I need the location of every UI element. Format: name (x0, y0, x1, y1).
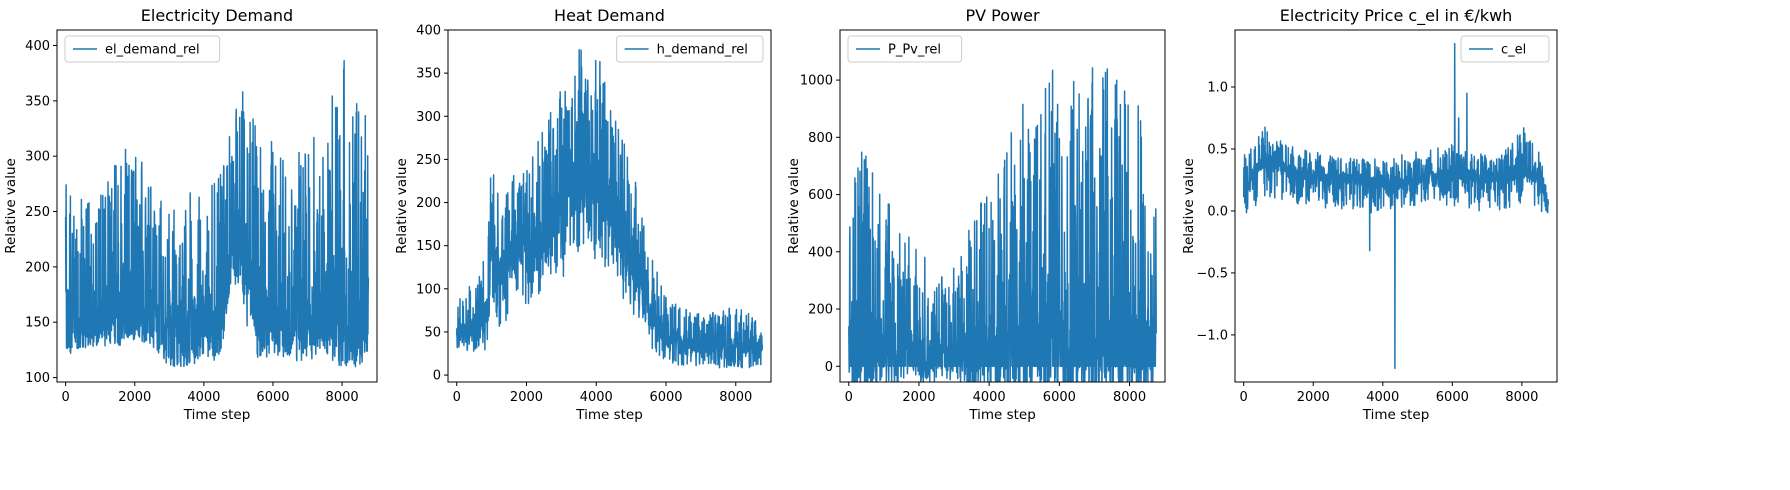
x-tick-label: 8000 (326, 390, 359, 405)
series-line-c_el (1242, 42, 1550, 370)
x-tick-label: 0 (61, 390, 69, 405)
legend-label: P_Pv_rel (888, 43, 941, 58)
y-tick-label: 1.0 (1207, 81, 1228, 96)
x-tick-label: 2000 (118, 390, 151, 405)
y-tick-label: 0.0 (1207, 204, 1228, 219)
y-tick-label: −1.0 (1196, 328, 1228, 343)
x-tick-label: 8000 (719, 390, 752, 405)
y-tick-label: 400 (25, 39, 50, 54)
y-tick-label: 250 (416, 153, 441, 168)
x-tick-label: 4000 (580, 390, 613, 405)
legend: h_demand_rel (616, 35, 764, 63)
x-axis-label: Time step (183, 407, 251, 423)
x-tick-label: 4000 (187, 390, 220, 405)
legend-box (616, 35, 764, 63)
x-axis-label: Time step (575, 407, 643, 423)
y-tick-label: 350 (416, 67, 441, 82)
legend: P_Pv_rel (847, 35, 963, 63)
legend-label: h_demand_rel (657, 43, 748, 58)
x-tick-label: 2000 (510, 390, 543, 405)
series-line-el_demand_rel (64, 59, 370, 368)
y-tick-label: −0.5 (1196, 266, 1228, 281)
y-axis-label: Relative value (3, 158, 19, 254)
series-line-P_Pv_rel (848, 67, 1157, 382)
chart-panel-4: c_el 0 2000 4000 6000 8000 −1.0 −0.5 0.0 0.5 1.0 El… (1181, 6, 1558, 423)
y-tick-label: 600 (808, 188, 833, 203)
y-tick-label: 150 (416, 239, 441, 254)
x-tick-label: 6000 (1043, 390, 1076, 405)
plot-frame (56, 29, 378, 383)
x-tick-label: 0 (1240, 390, 1248, 405)
y-tick-label: 400 (416, 24, 441, 39)
y-tick-label: 0.5 (1207, 142, 1228, 157)
y-tick-label: 400 (808, 245, 833, 260)
plot-frame (839, 29, 1166, 383)
x-tick-label: 6000 (256, 390, 289, 405)
x-axis-label: Time step (1362, 407, 1430, 423)
x-tick-label: 2000 (1297, 390, 1330, 405)
y-tick-label: 1000 (800, 74, 833, 89)
chart-panel-2: h_demand_rel 0 2000 4000 6000 8000 0 50 100 150 20… (394, 6, 772, 423)
y-axis-label: Relative value (786, 158, 802, 254)
legend: c_el (1460, 35, 1550, 63)
x-tick-label: 2000 (902, 390, 935, 405)
x-tick-label: 6000 (1436, 390, 1469, 405)
y-tick-label: 0 (825, 360, 833, 375)
chart-panel-3: P_Pv_rel 0 2000 4000 6000 8000 0 200 400 600 800 10… (786, 6, 1166, 423)
y-tick-label: 200 (25, 260, 50, 275)
legend-label: el_demand_rel (105, 43, 200, 58)
y-tick-label: 800 (808, 131, 833, 146)
y-tick-label: 300 (25, 150, 50, 165)
x-tick-label: 4000 (1366, 390, 1399, 405)
y-tick-label: 200 (416, 196, 441, 211)
y-tick-label: 150 (25, 316, 50, 331)
y-axis-label: Relative value (394, 158, 410, 254)
x-tick-label: 8000 (1113, 390, 1146, 405)
y-axis-label: Relative value (1181, 158, 1197, 254)
legend-box (847, 35, 963, 63)
chart-title: Heat Demand (554, 6, 665, 25)
y-tick-label: 200 (808, 303, 833, 318)
chart-title: Electricity Demand (141, 6, 293, 25)
y-tick-label: 350 (25, 94, 50, 109)
x-tick-label: 0 (453, 390, 461, 405)
chart-panel-1: el_demand_rel 0 2000 4000 6000 8000 100 150 200 2… (3, 6, 378, 423)
plot-frame (1234, 29, 1558, 383)
x-tick-label: 0 (845, 390, 853, 405)
y-tick-label: 0 (433, 369, 441, 384)
x-axis-label: Time step (968, 407, 1036, 423)
series-line-h_demand_rel (455, 49, 764, 369)
chart-title: Electricity Price c_el in €/kwh (1280, 6, 1513, 26)
chart-title: PV Power (965, 6, 1039, 25)
y-tick-label: 100 (416, 282, 441, 297)
y-tick-label: 250 (25, 205, 50, 220)
legend-box (64, 35, 221, 63)
y-tick-label: 50 (424, 325, 441, 340)
legend-box (1460, 35, 1550, 63)
y-tick-label: 300 (416, 110, 441, 125)
x-tick-label: 4000 (973, 390, 1006, 405)
legend: el_demand_rel (64, 35, 221, 63)
plot-frame (447, 29, 772, 383)
legend-label: c_el (1501, 43, 1526, 58)
x-tick-label: 8000 (1505, 390, 1538, 405)
x-tick-label: 6000 (649, 390, 682, 405)
y-tick-label: 100 (25, 371, 50, 386)
